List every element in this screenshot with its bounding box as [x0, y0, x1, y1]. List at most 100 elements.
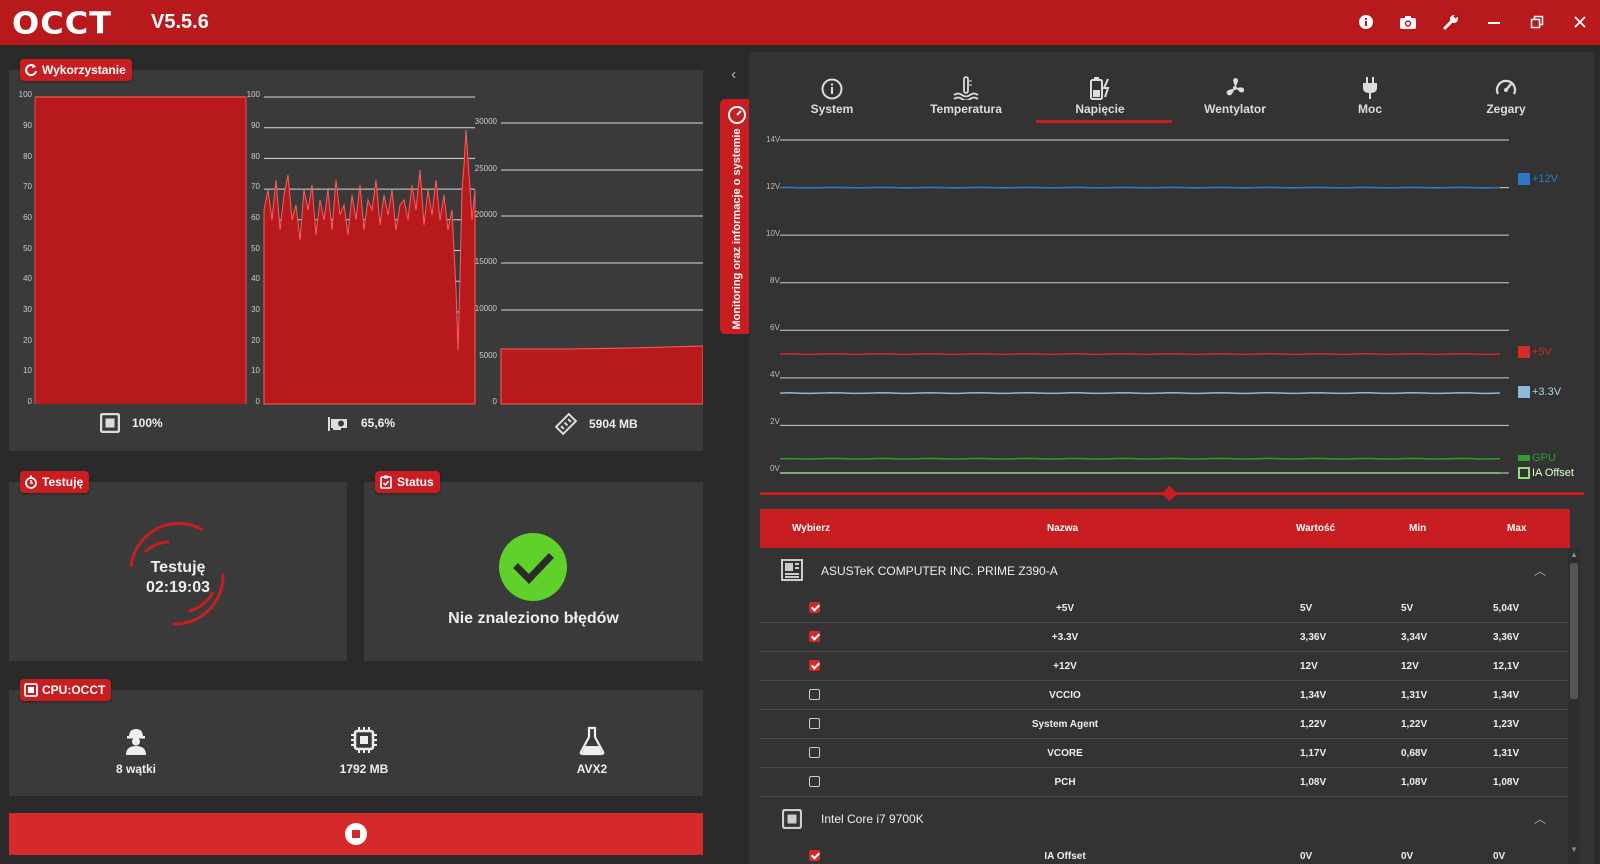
stop-button[interactable]	[9, 813, 703, 855]
ram-usage-chart	[500, 122, 703, 405]
table-row[interactable]: +3.3V 3,36V 3,34V 3,36V	[760, 623, 1570, 652]
cpu-test-tag: CPU:OCCT	[20, 679, 112, 701]
sensor-group-cpu[interactable]: Intel Core i7 9700K ︿	[760, 796, 1570, 842]
sensor-min: 1,22V	[1401, 719, 1428, 730]
sensor-max: 1,23V	[1493, 719, 1520, 730]
col-value[interactable]: Wartość	[1296, 523, 1336, 534]
usage-tag: Wykorzystanie	[20, 59, 132, 81]
gpu-usage-value: 65,6%	[361, 416, 396, 430]
checkbox[interactable]	[809, 718, 820, 729]
checkbox[interactable]	[809, 747, 820, 758]
cpu-y-tick: 20	[23, 336, 32, 345]
table-row[interactable]: IA Offset 0V 0V 0V	[760, 842, 1570, 864]
sensor-name: VCORE	[1047, 748, 1083, 759]
group-name: Intel Core i7 9700K	[821, 812, 924, 826]
sensor-max: 0V	[1493, 851, 1506, 862]
close-icon[interactable]	[1569, 11, 1591, 33]
gpu-y-tick: 80	[251, 152, 260, 161]
minimize-icon[interactable]	[1483, 11, 1505, 33]
volt-y-tick: 6V	[770, 323, 780, 332]
tab-napiecie[interactable]: Napięcie	[1040, 74, 1160, 116]
threads-info: 8 wątki	[86, 726, 186, 776]
sensor-value: 12V	[1300, 661, 1318, 672]
ram-icon	[555, 413, 577, 435]
info-icon[interactable]	[1355, 11, 1377, 33]
success-check-icon	[499, 533, 567, 601]
plug-icon	[1363, 77, 1377, 99]
series-label-12v: +12V	[1518, 173, 1558, 185]
sensor-value: 1,17V	[1300, 748, 1327, 759]
col-name[interactable]: Nazwa	[1047, 523, 1079, 534]
tab-wentylator[interactable]: Wentylator	[1175, 74, 1295, 116]
thermometer-icon	[953, 76, 979, 100]
ram-y-tick: 25000	[474, 164, 497, 173]
ram-y-tick: 20000	[474, 210, 497, 219]
checkbox-checked[interactable]	[809, 602, 820, 613]
sensor-name: +3.3V	[1051, 632, 1079, 643]
sensor-name: +5V	[1055, 603, 1075, 614]
table-row[interactable]: +5V 5V 5V 5,04V	[760, 594, 1570, 623]
sensor-min: 5V	[1401, 603, 1414, 614]
checkbox-checked[interactable]	[809, 660, 820, 671]
col-max[interactable]: Max	[1507, 523, 1527, 534]
usage-charts	[34, 96, 703, 405]
sensor-value: 1,08V	[1300, 777, 1327, 788]
gpu-y-tick: 0	[255, 397, 260, 406]
table-row[interactable]: VCCIO 1,34V 1,31V 1,34V	[760, 681, 1570, 710]
cpu-icon	[100, 413, 120, 433]
sensor-group-motherboard[interactable]: ASUSTeK COMPUTER INC. PRIME Z390-A ︿	[760, 548, 1570, 594]
table-scrollbar[interactable]: ▲ ▼	[1568, 549, 1580, 864]
checkbox-checked[interactable]	[809, 850, 820, 861]
cpu-y-tick: 30	[23, 305, 32, 314]
sidebar-handle-label: Monitoring oraz informacje o systemie	[731, 128, 743, 330]
checkbox[interactable]	[809, 776, 820, 787]
tab-system[interactable]: System	[772, 74, 892, 116]
cpu-y-tick: 10	[23, 366, 32, 375]
chevron-up-icon[interactable]: ︿	[1533, 564, 1546, 578]
tab-moc[interactable]: Moc	[1310, 74, 1430, 116]
testing-timer: 02:19:03	[145, 579, 211, 596]
series-label-5v: +5V	[1518, 346, 1552, 358]
sensor-value: 3,36V	[1300, 632, 1327, 643]
gpu-icon	[328, 417, 347, 431]
tab-zegary[interactable]: Zegary	[1446, 74, 1566, 116]
collapse-panel-icon[interactable]: ‹	[731, 66, 737, 83]
col-select[interactable]: Wybierz	[792, 523, 831, 534]
table-row[interactable]: VCORE 1,17V 0,68V 1,31V	[760, 739, 1570, 768]
sensor-min: 0V	[1401, 851, 1414, 862]
camera-icon[interactable]	[1397, 11, 1419, 33]
sensor-min: 1,31V	[1401, 690, 1428, 701]
sensor-value: 5V	[1300, 603, 1313, 614]
checkbox-checked[interactable]	[809, 631, 820, 642]
cpu-y-tick: 0	[27, 397, 32, 406]
sensor-value: 1,34V	[1300, 690, 1327, 701]
sensor-name: +12V	[1053, 661, 1077, 672]
table-row[interactable]: +12V 12V 12V 12,1V	[760, 652, 1570, 681]
scroll-up-icon[interactable]: ▲	[1570, 550, 1578, 559]
testing-label: Testuję	[150, 559, 206, 576]
wrench-icon[interactable]	[1440, 11, 1462, 33]
checkbox[interactable]	[809, 689, 820, 700]
gpu-usage-chart	[263, 96, 476, 405]
table-row[interactable]: System Agent 1,22V 1,22V 1,23V	[760, 710, 1570, 739]
cpu-icon	[782, 809, 802, 829]
tab-temperatura[interactable]: Temperatura	[906, 74, 1026, 116]
scroll-down-icon[interactable]: ▼	[1570, 845, 1578, 854]
volt-y-tick: 0V	[770, 464, 780, 473]
series-label-ia-offset: IA Offset	[1518, 467, 1574, 479]
motherboard-icon	[781, 559, 803, 581]
sensor-max: 1,31V	[1493, 748, 1520, 759]
active-tab-indicator	[1036, 120, 1172, 123]
sensor-max: 12,1V	[1493, 661, 1520, 672]
gpu-y-tick: 50	[251, 244, 260, 253]
table-row[interactable]: PCH 1,08V 1,08V 1,08V	[760, 768, 1570, 797]
gpu-y-tick: 40	[251, 274, 260, 283]
col-min[interactable]: Min	[1409, 523, 1427, 534]
restore-icon[interactable]	[1526, 11, 1548, 33]
chevron-up-icon[interactable]: ︿	[1533, 812, 1546, 826]
series-swatch-12v	[1518, 173, 1530, 185]
sensor-name: PCH	[1054, 777, 1076, 788]
refresh-icon	[25, 64, 37, 77]
monitoring-sidebar-handle[interactable]: Monitoring oraz informacje o systemie	[720, 99, 754, 334]
scrollbar-thumb[interactable]	[1570, 563, 1578, 699]
